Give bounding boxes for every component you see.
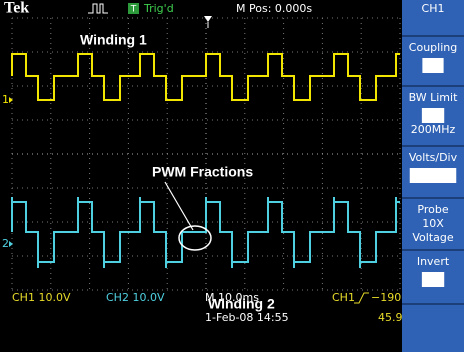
date-time: 1-Feb-08 14:55 <box>205 311 289 324</box>
menu-value: Off <box>424 109 442 122</box>
annotation: PWM Fractions <box>152 164 253 180</box>
trigger-source: CH1 <box>332 291 355 304</box>
menu-line: 10X <box>422 217 444 230</box>
ch2-scale: CH2 10.0V <box>106 291 165 304</box>
scope-screen: Tek T Trig'd M Pos: 0.000s 1 2 Winding 1… <box>0 0 464 352</box>
timebase: M 10.0ms <box>205 291 259 304</box>
menu-title: CH1 <box>422 2 445 15</box>
menu-label[interactable]: BW Limit <box>409 91 458 104</box>
brand: Tek <box>4 0 29 17</box>
menu-extra: 200MHz <box>411 123 456 136</box>
menu-line: Voltage <box>412 231 453 244</box>
menu-value: DC <box>424 59 441 72</box>
ch1-scale: CH1 10.0V <box>12 291 71 304</box>
ch1-marker: 1 <box>2 93 9 106</box>
menu-label[interactable]: Invert <box>417 255 450 268</box>
horizontal-position: M Pos: 0.000s <box>236 2 312 15</box>
menu-value: Coarse <box>412 169 455 182</box>
menu-label[interactable]: Volts/Div <box>409 151 458 164</box>
menu-label[interactable]: Probe <box>417 203 448 216</box>
trigger-status: Trig'd <box>143 2 174 15</box>
menu-label[interactable]: Coupling <box>409 41 457 54</box>
trigger-icon: T <box>130 5 137 15</box>
menu-value: Off <box>424 273 442 286</box>
ch2-marker: 2 <box>2 237 9 250</box>
annotation: Winding 1 <box>80 32 147 48</box>
